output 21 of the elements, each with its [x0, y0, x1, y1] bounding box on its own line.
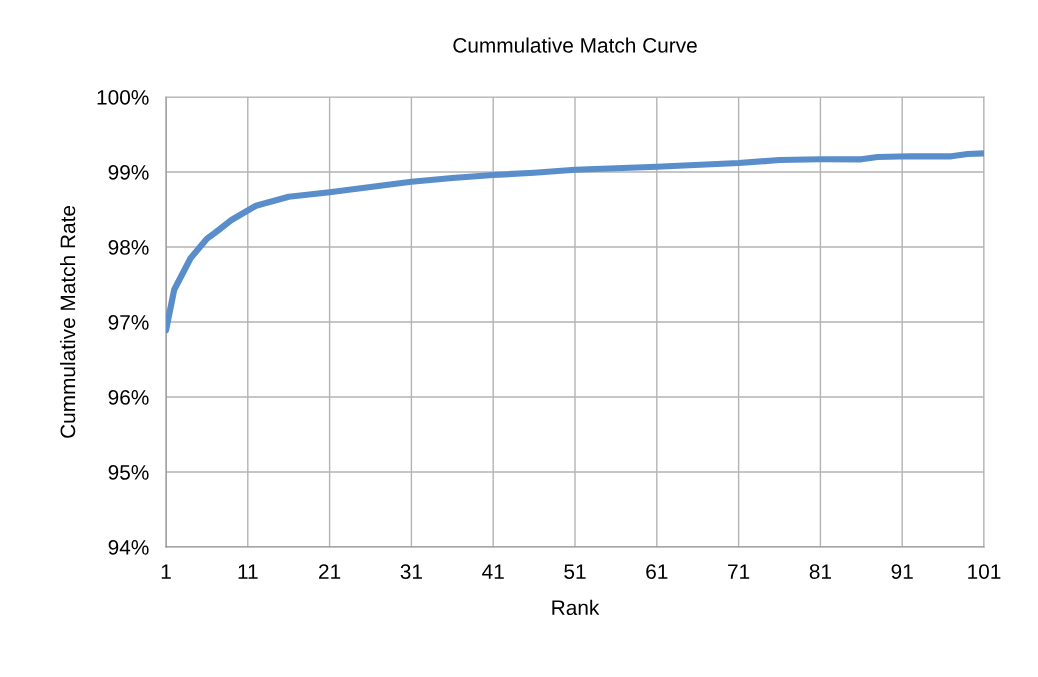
x-tick-label: 61 — [646, 564, 668, 579]
x-tick-label: 21 — [319, 564, 341, 579]
x-axis-title: Rank — [552, 599, 600, 616]
y-tick-label: 98% — [108, 240, 149, 255]
y-tick-label: 95% — [108, 465, 149, 480]
y-tick-label: 100% — [97, 90, 149, 105]
y-tick-label: 96% — [108, 390, 149, 405]
x-tick-label: 101 — [968, 564, 1001, 579]
y-tick-label: 97% — [108, 315, 149, 330]
chart-title: Cummulative Match Curve — [453, 37, 697, 53]
x-tick-label: 81 — [809, 564, 831, 579]
x-tick-label: 41 — [482, 564, 504, 579]
x-tick-label: 51 — [564, 564, 586, 579]
y-tick-label: 99% — [108, 165, 149, 180]
y-tick-label: 94% — [108, 540, 149, 555]
x-tick-label: 11 — [238, 564, 258, 579]
x-tick-label: 71 — [728, 564, 750, 579]
x-tick-label: 1 — [161, 564, 171, 579]
x-tick-label: 91 — [891, 564, 913, 579]
x-tick-label: 31 — [400, 564, 422, 579]
y-axis-title: Cummulative Match Rate — [59, 205, 76, 438]
